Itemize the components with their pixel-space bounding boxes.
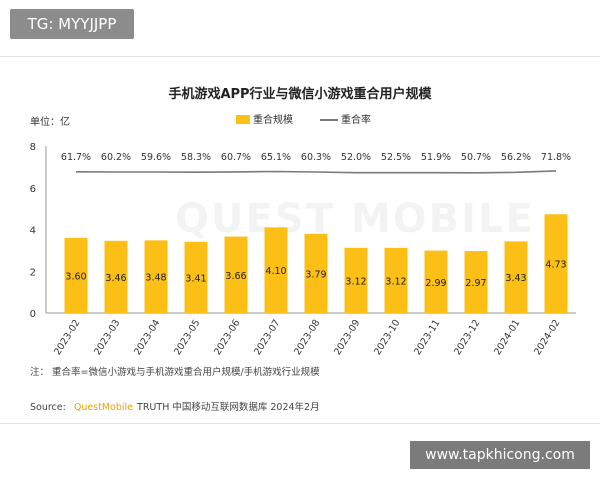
watermark-text: QUEST MOBILE [175,196,535,242]
x-tick-label: 2023-05 [172,318,202,357]
rate-value-label: 71.8% [541,152,571,163]
y-tick-label: 8 [30,142,36,153]
bar-value-label: 2.99 [425,278,446,289]
x-ticks: 2023-02 2023-03 2023-04 2023-05 2023-06 2023-… [52,318,562,357]
bar [464,251,488,313]
x-tick-label: 2023-08 [292,318,322,357]
legend-bar-label: 重合规模 [253,113,293,126]
y-tick-label: 6 [30,184,36,195]
legend-line-label: 重合率 [341,113,371,126]
x-tick-label: 2023-11 [412,318,442,357]
x-tick-label: 2023-10 [372,318,402,357]
bar-value-label: 3.41 [185,273,206,284]
bar [184,241,208,313]
rate-line-path [75,170,557,174]
x-tick-label: 2023-07 [252,318,282,357]
bar-value-label: 3.12 [345,276,366,287]
bar [264,227,288,313]
rate-value-label: 60.3% [301,152,331,163]
x-tick-label: 2023-12 [452,318,482,357]
bar [384,247,408,313]
bar [504,241,528,313]
rate-value-label: 65.1% [261,152,291,163]
bar-value-label: 4.73 [545,260,566,271]
rate-value-label: 52.0% [341,152,371,163]
bar-value-label: 3.60 [65,271,86,282]
bar [424,250,448,313]
site-badge: www.tapkhicong.com [410,441,590,469]
rate-value-label: 60.7% [221,152,251,163]
bar [344,247,368,313]
source-prefix: Source: [30,402,66,413]
rate-value-label: 60.2% [101,152,131,163]
bar-value-label: 3.48 [145,273,166,284]
bar [544,214,568,313]
bar-value-label: 3.43 [505,273,526,284]
bar-value-label: 3.12 [385,276,406,287]
x-tick-label: 2024-01 [492,318,522,357]
x-tick-label: 2023-06 [212,318,242,357]
bar [144,240,168,313]
rate-value-label: 52.5% [381,152,411,163]
rate-value-label: 58.3% [181,152,211,163]
x-tick-label: 2024-02 [532,318,562,357]
source-brand: QuestMobile [74,402,133,413]
unit-label: 单位：亿 [30,115,70,128]
legend: 重合规模 重合率 [236,113,371,126]
y-tick-label: 4 [30,226,36,237]
x-tick-label: 2023-09 [332,318,362,357]
rate-value-label: 51.9% [421,152,451,163]
x-tick-label: 2023-03 [92,318,122,357]
bar-value-label: 2.97 [465,278,486,289]
bar [64,237,88,313]
bar [224,236,248,313]
y-tick-label: 2 [30,267,36,278]
source-rest: TRUTH 中国移动互联网数据库 2024年2月 [136,401,320,413]
rate-value-label: 61.7% [61,152,91,163]
source-line: Source: QuestMobile TRUTH 中国移动互联网数据库 2024年… [30,401,320,413]
rate-value-label: 50.7% [461,152,491,163]
rate-value-label: 56.2% [501,152,531,163]
rate-line: 61.7% 60.2% 59.6% 58.3% 60.7% 65.1% 60.3% 52.0%… [61,152,571,174]
bar [104,240,128,313]
bar [304,233,328,313]
footnote: 注： 重合率=微信小游戏与手机游戏重合用户规模/手机游戏行业规模 [30,366,320,378]
rate-value-label: 59.6% [141,152,171,163]
bar-value-label: 3.79 [305,269,326,280]
x-tick-label: 2023-04 [132,318,162,357]
bars: 3.60 3.46 3.48 3.41 3.66 4.10 3.79 3.12 3.12 2.99… [64,214,568,313]
bar-value-label: 3.46 [105,273,126,284]
legend-bar-swatch [236,115,250,124]
y-tick-label: 0 [30,309,36,320]
x-tick-label: 2023-02 [52,318,82,357]
chart-title: 手机游戏APP行业与微信小游戏重合用户规模 [168,86,432,102]
tg-tag: TG: MYYJJPP [10,9,134,39]
bar-value-label: 4.10 [265,266,286,277]
bar-value-label: 3.66 [225,271,246,282]
y-ticks: 0 2 4 6 8 [30,142,36,320]
chart-panel [0,56,600,424]
